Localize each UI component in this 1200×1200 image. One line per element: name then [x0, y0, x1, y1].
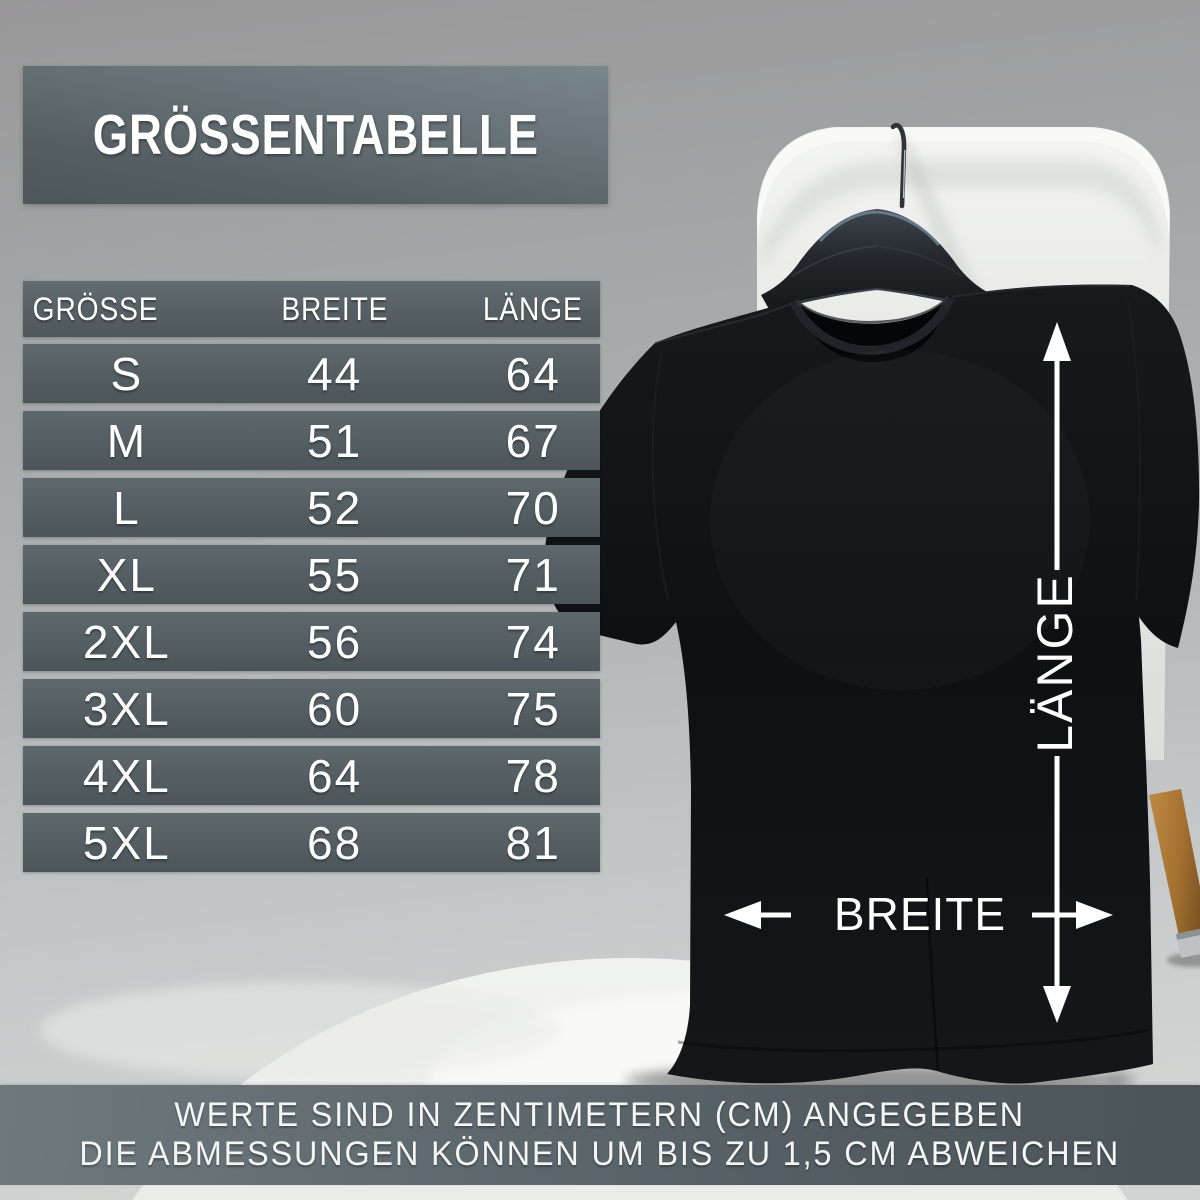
- cell-laenge: 81: [505, 816, 561, 869]
- size-table: GRÖSSE BREITE LÄNGE S 44 64 M 51 67 L 52…: [23, 281, 600, 880]
- cell-size: S: [110, 347, 144, 400]
- table-row-5xl: 5XL 68 81: [23, 813, 600, 872]
- cell-breite: 64: [306, 749, 363, 802]
- cell-size: 5XL: [82, 816, 171, 869]
- cell-breite: 60: [306, 682, 363, 735]
- cell-size: 3XL: [82, 682, 171, 735]
- cell-size: M: [106, 414, 148, 467]
- table-row-xl: XL 55 71: [23, 545, 600, 604]
- table-row-3xl: 3XL 60 75: [23, 679, 600, 738]
- cell-size: L: [113, 481, 141, 534]
- breite-arrow: [724, 901, 1113, 929]
- col-header-laenge: LÄNGE: [483, 290, 584, 327]
- cell-breite: 55: [306, 548, 363, 601]
- laenge-label: LÄNGE: [1027, 573, 1083, 753]
- breite-label: BREITE: [834, 888, 1006, 940]
- cell-breite: 51: [306, 414, 363, 467]
- col-header-groesse: GRÖSSE: [32, 290, 159, 327]
- footer-line-1: WERTE SIND IN ZENTIMETERN (CM) ANGEGEBEN: [174, 1096, 1026, 1134]
- cell-size: XL: [96, 548, 157, 601]
- cell-laenge: 74: [505, 615, 561, 668]
- chair-leg: [1149, 789, 1200, 967]
- title-panel: GRÖSSENTABELLE: [23, 66, 608, 204]
- cell-laenge: 75: [505, 682, 561, 735]
- cell-laenge: 78: [505, 749, 561, 802]
- cell-size: 2XL: [82, 615, 171, 668]
- table-row-4xl: 4XL 64 78: [23, 746, 600, 805]
- laenge-arrow: [1043, 322, 1071, 1023]
- size-table-header: GRÖSSE BREITE LÄNGE: [23, 281, 600, 337]
- cell-laenge: 67: [505, 414, 561, 467]
- cell-size: 4XL: [82, 749, 171, 802]
- footer-note: WERTE SIND IN ZENTIMETERN (CM) ANGEGEBEN…: [0, 1085, 1200, 1185]
- cell-laenge: 71: [505, 548, 561, 601]
- table-row-m: M 51 67: [23, 411, 600, 470]
- cell-breite: 68: [306, 816, 363, 869]
- cell-breite: 52: [306, 481, 363, 534]
- cell-breite: 44: [306, 347, 363, 400]
- cell-laenge: 70: [505, 481, 561, 534]
- table-row-s: S 44 64: [23, 344, 600, 403]
- footer-line-2: DIE ABMESSUNGEN KÖNNEN UM BIS ZU 1,5 CM …: [79, 1135, 1121, 1173]
- col-header-breite: BREITE: [281, 290, 389, 327]
- page-title: GRÖSSENTABELLE: [92, 103, 539, 167]
- table-row-l: L 52 70: [23, 478, 600, 537]
- cell-breite: 56: [306, 615, 363, 668]
- table-row-2xl: 2XL 56 74: [23, 612, 600, 671]
- tshirt-photo: [544, 284, 1200, 1095]
- hanger-hook-icon: [890, 123, 907, 209]
- cell-laenge: 64: [505, 347, 561, 400]
